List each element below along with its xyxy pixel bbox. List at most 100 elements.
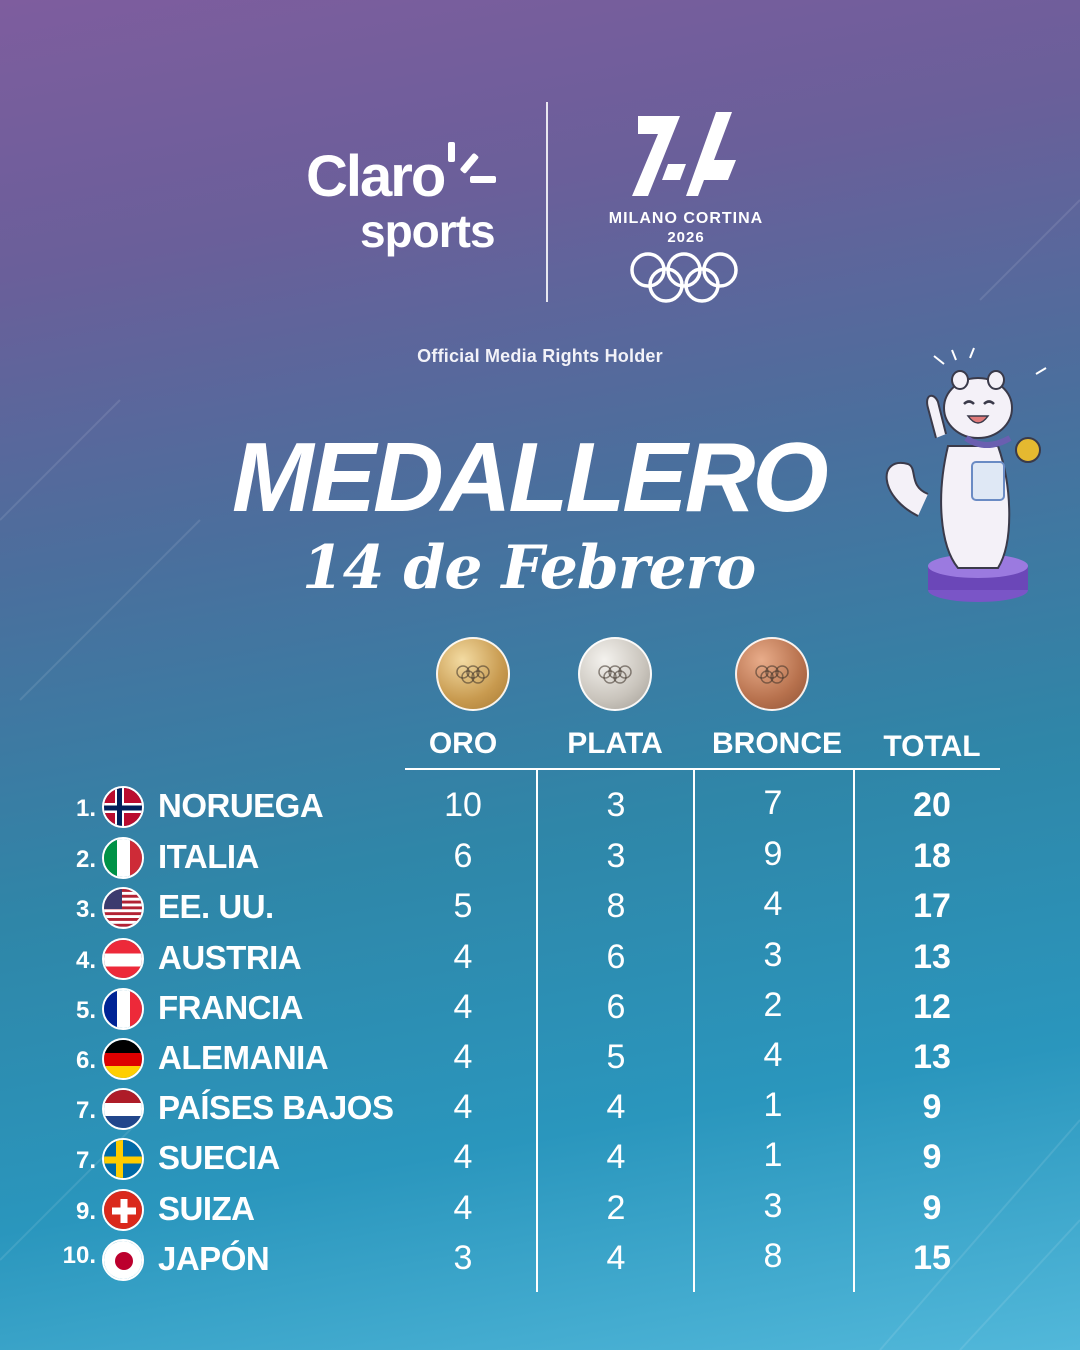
rank-number: 2.: [75, 846, 96, 873]
country-name: EE. UU.: [158, 888, 274, 925]
column-divider: [693, 770, 695, 1292]
austria-flag: [102, 938, 144, 980]
country-name: SUIZA: [158, 1190, 255, 1227]
gold-count: 6: [453, 837, 473, 875]
silver-count: 2: [606, 1189, 626, 1227]
country-name: ITALIA: [158, 838, 259, 875]
silver-count: 4: [606, 1239, 626, 1277]
bronze-count: 9: [763, 835, 783, 873]
gold-count: 3: [453, 1239, 473, 1277]
country-name: PAÍSES BAJOS: [158, 1089, 394, 1126]
rank-number: 6.: [75, 1047, 96, 1074]
rank-number: 5.: [75, 997, 96, 1024]
total-count: 18: [913, 837, 951, 875]
bronze-count: 4: [763, 885, 783, 923]
italy-flag: [102, 837, 144, 879]
silver-count: 4: [606, 1138, 626, 1176]
japan-flag-graphic: [104, 1241, 142, 1279]
italy-flag-graphic: [104, 839, 142, 877]
netherlands-flag: [102, 1088, 144, 1130]
austria-flag-graphic: [104, 940, 142, 978]
column-header-gold: ORO: [428, 727, 498, 760]
total-count: 15: [913, 1239, 951, 1277]
usa-flag: [102, 887, 144, 929]
medal-rings-icon: [755, 665, 789, 684]
column-header-silver: PLATA: [567, 727, 663, 760]
bronze-count: 3: [763, 1187, 783, 1225]
france-flag: [102, 988, 144, 1030]
gold-count: 4: [453, 1189, 473, 1227]
games-name: MILANO CORTINA: [608, 210, 764, 227]
claro-wordmark: Claro: [306, 144, 446, 209]
column-divider: [536, 770, 538, 1292]
medal-rings-icon: [456, 665, 490, 684]
rank-number: 7.: [75, 1147, 96, 1174]
japan-flag: [102, 1239, 144, 1281]
total-count: 9: [922, 1189, 942, 1227]
gold-count: 4: [453, 938, 473, 976]
country-name: NORUEGA: [158, 787, 324, 824]
bronze-count: 7: [763, 784, 783, 822]
rank-number: 1.: [75, 795, 96, 822]
sweden-flag-graphic: [104, 1140, 142, 1178]
germany-flag: [102, 1038, 144, 1080]
medal-rings-icon: [598, 665, 632, 684]
silver-medal-icon: [578, 637, 652, 711]
country-name: AUSTRIA: [158, 939, 302, 976]
rank-number: 9.: [75, 1198, 96, 1225]
total-count: 20: [913, 786, 951, 824]
rank-number: 4.: [75, 947, 96, 974]
total-count: 13: [913, 1038, 951, 1076]
header-rule: [405, 768, 1000, 770]
total-count: 12: [913, 988, 951, 1026]
silver-count: 3: [606, 837, 626, 875]
page-subtitle: 14 de Febrero: [302, 533, 756, 603]
gold-count: 10: [444, 786, 482, 824]
sweden-flag: [102, 1138, 144, 1180]
silver-count: 3: [606, 786, 626, 824]
rank-number: 7.: [75, 1097, 96, 1124]
country-name: ALEMANIA: [158, 1039, 329, 1076]
bronze-count: 2: [763, 986, 783, 1024]
claro-sports-logo: Claro sports: [306, 144, 506, 257]
total-count: 13: [913, 938, 951, 976]
rank-number: 3.: [75, 896, 96, 923]
total-count: 9: [922, 1138, 942, 1176]
gold-count: 4: [453, 988, 473, 1026]
gold-count: 4: [453, 1038, 473, 1076]
rank-number: 10.: [62, 1242, 96, 1269]
bronze-count: 3: [763, 936, 783, 974]
silver-count: 5: [606, 1038, 626, 1076]
rights-holder-text: Official Media Rights Holder: [417, 346, 663, 366]
column-header-bronze: BRONCE: [711, 727, 842, 760]
total-count: 17: [913, 887, 951, 925]
gold-count: 5: [453, 887, 473, 925]
norway-flag-graphic: [104, 788, 142, 826]
claro-rays-icon: [448, 142, 496, 183]
country-name: SUECIA: [158, 1139, 280, 1176]
olympic-rings-icon: [630, 252, 738, 303]
silver-count: 6: [606, 988, 626, 1026]
gold-medal-icon: [436, 637, 510, 711]
bronze-count: 1: [763, 1136, 783, 1174]
silver-count: 4: [606, 1088, 626, 1126]
france-flag-graphic: [104, 990, 142, 1028]
page-title: MEDALLERO: [232, 422, 829, 532]
germany-flag-graphic: [104, 1040, 142, 1078]
silver-count: 8: [606, 887, 626, 925]
switzerland-flag: [102, 1189, 144, 1231]
country-name: FRANCIA: [158, 989, 303, 1026]
column-header-total: TOTAL: [883, 730, 981, 763]
column-divider: [853, 770, 855, 1292]
total-count: 9: [922, 1088, 942, 1126]
mascot-icon: [885, 347, 1047, 602]
bronze-count: 8: [763, 1237, 783, 1275]
sports-wordmark: sports: [360, 205, 496, 257]
switzerland-flag-graphic: [104, 1191, 142, 1229]
netherlands-flag-graphic: [104, 1090, 142, 1128]
milano-cortina-emblem-icon: [632, 112, 736, 196]
gold-count: 4: [453, 1088, 473, 1126]
usa-flag-graphic: [104, 889, 142, 927]
header-divider: [546, 102, 548, 302]
